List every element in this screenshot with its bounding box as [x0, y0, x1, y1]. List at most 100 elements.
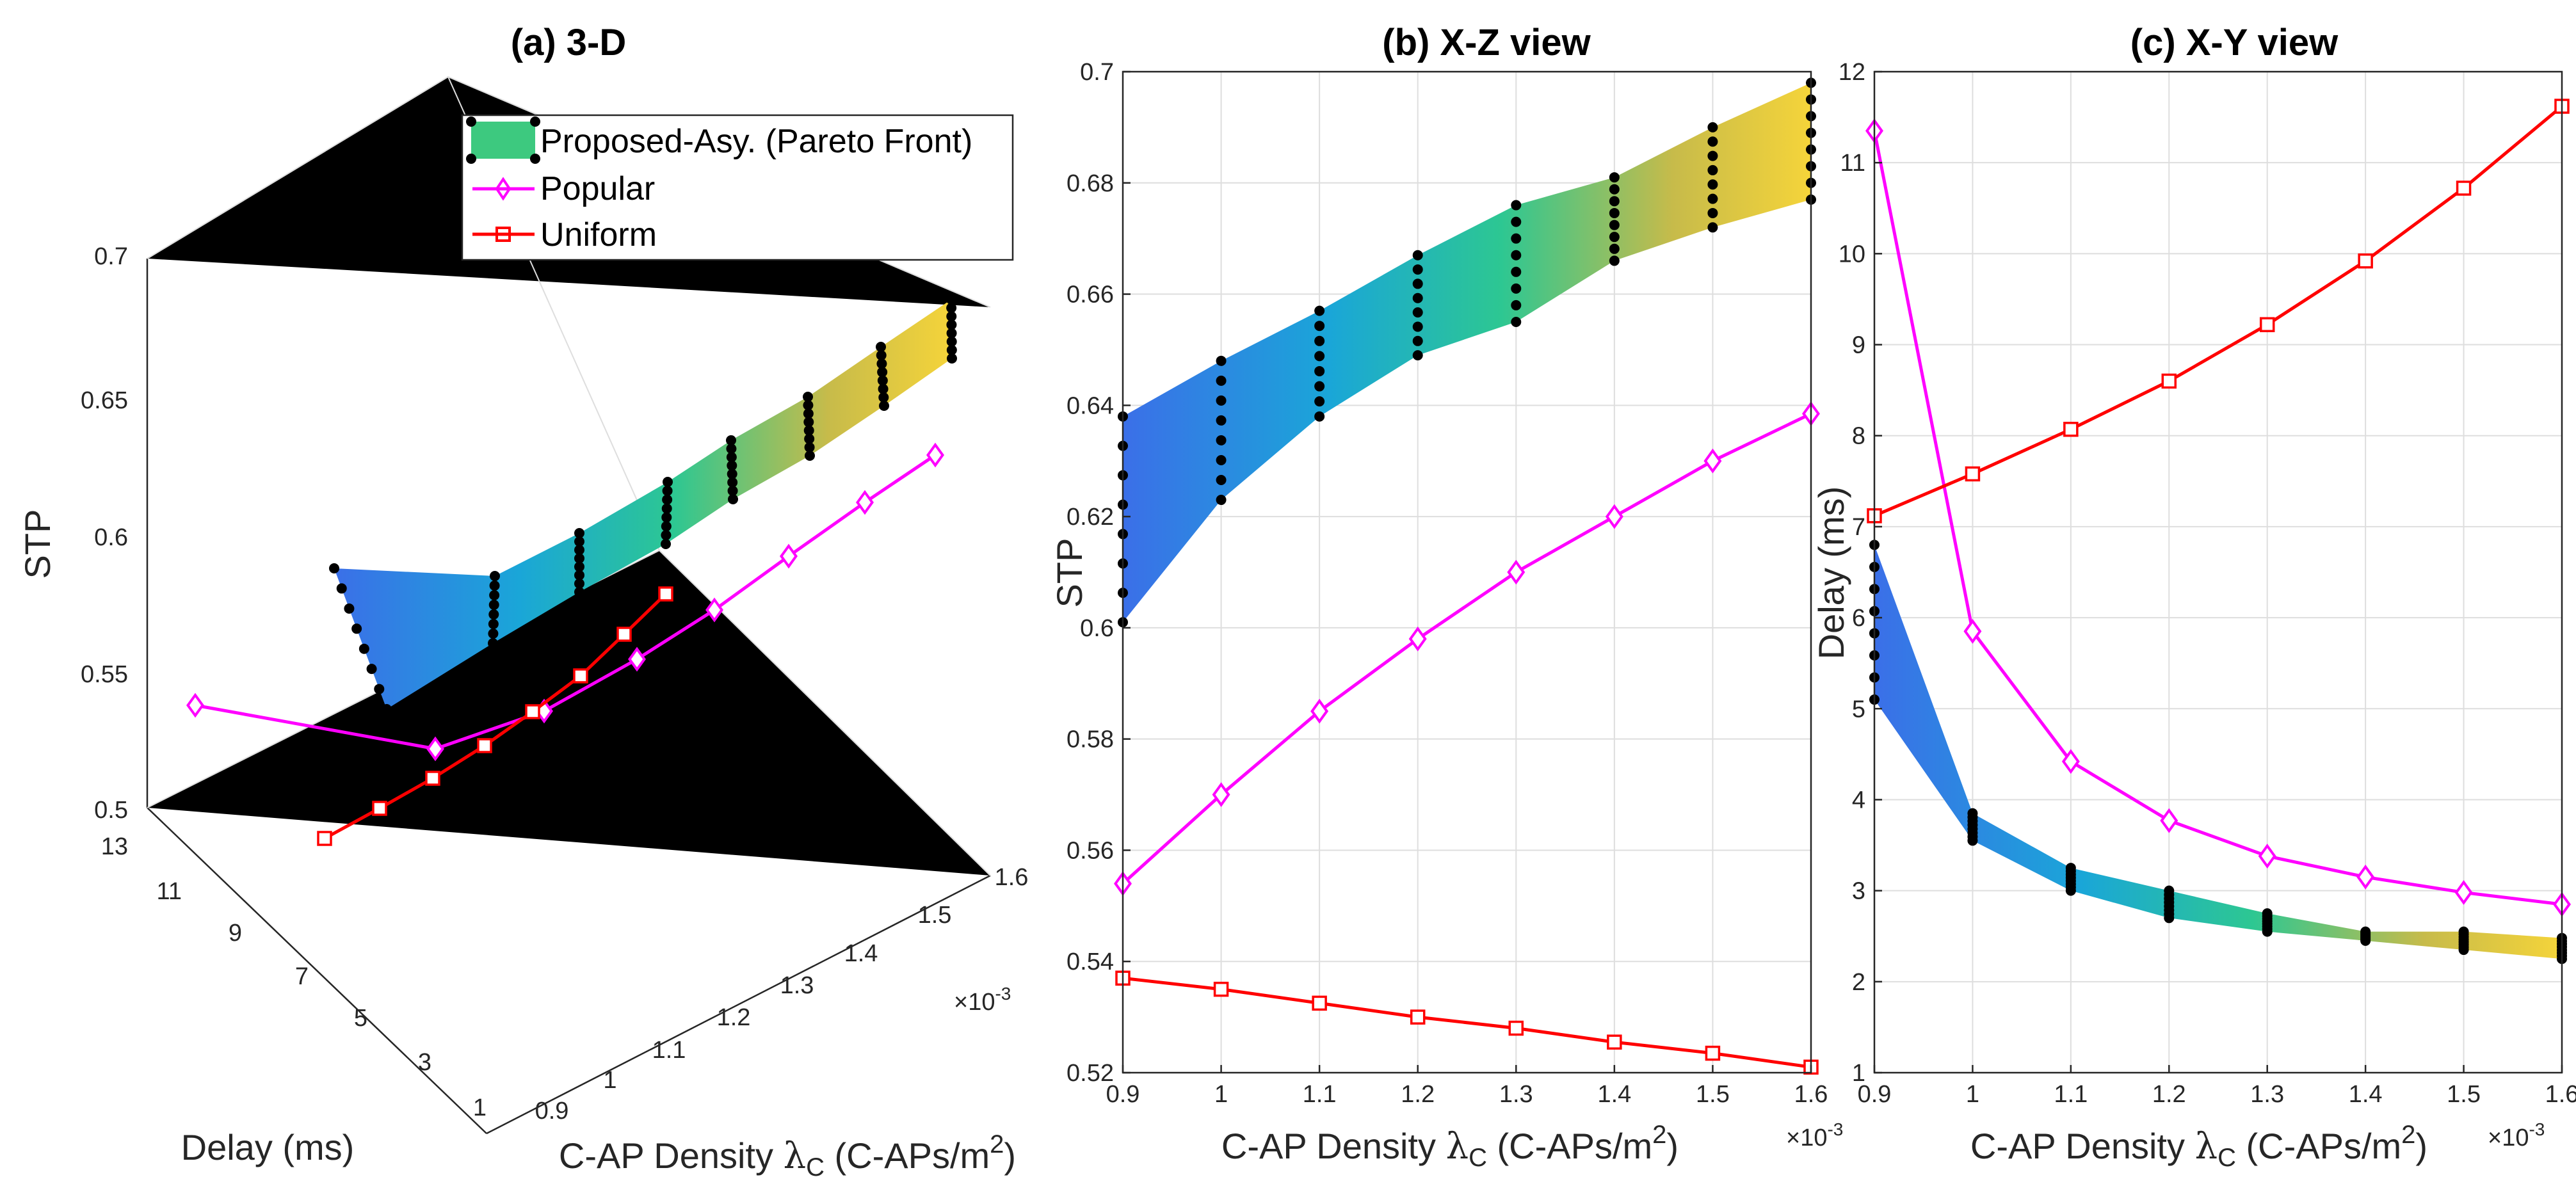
z-tick: 0.5: [94, 797, 128, 824]
x-tick-label: 0.9: [1106, 1081, 1140, 1108]
uniform-point-3d: [525, 704, 540, 719]
panel-a-ylabel: Delay (ms): [181, 1127, 355, 1167]
y-tick-label: 0.56: [1067, 837, 1114, 864]
pareto-point-3d: [946, 344, 957, 355]
pareto-point-3d: [574, 561, 584, 572]
pareto-point-3d: [488, 600, 499, 610]
uniform-point: [2063, 422, 2079, 437]
uniform-line: [1874, 105, 2563, 518]
uniform-point: [2358, 253, 2373, 269]
pareto-point: [1967, 808, 1978, 819]
panel-c-x-ticks: 0.9 1 1.1 1.2 1.3 1.4 1.5 1.6: [1858, 1065, 2576, 1108]
panel-a-y-axis: [147, 807, 487, 1134]
pareto-point: [1412, 321, 1423, 332]
pareto-point: [1216, 475, 1227, 486]
pareto-point-3d: [879, 401, 889, 411]
uniform-point: [1312, 995, 1327, 1011]
panel-a-zlabel: STP: [17, 509, 58, 579]
y-tick-label: 12: [1839, 59, 1865, 86]
y-tick-label: 5: [1852, 696, 1865, 723]
legend-uniform-entry: Uniform: [472, 216, 657, 253]
legend-popular-label: Popular: [540, 170, 655, 207]
y-tick-label: 0.54: [1067, 949, 1114, 975]
pareto-point-3d: [661, 521, 672, 532]
pareto-point: [1216, 375, 1227, 386]
pareto-point: [1412, 278, 1423, 289]
y-tick: 13: [101, 833, 128, 860]
popular-point: [1212, 782, 1230, 807]
pareto-point: [1511, 266, 1522, 277]
x-tick-label: 1.6: [2545, 1081, 2576, 1108]
y-tick: 9: [229, 920, 242, 947]
pareto-point-3d: [489, 580, 500, 591]
y-tick-label: 7: [1852, 514, 1865, 541]
panel-b-title: (b) X-Z view: [1382, 22, 1591, 63]
pareto-point-3d: [804, 442, 815, 452]
pareto-point: [1216, 355, 1227, 366]
pareto-point-3d: [574, 536, 584, 547]
y-tick-label: 11: [1840, 150, 1865, 177]
x-tick-label: 1.4: [2349, 1081, 2383, 1108]
pareto-point: [1216, 454, 1227, 465]
pareto-point-3d: [366, 664, 377, 675]
legend-uniform-label: Uniform: [540, 216, 657, 253]
pareto-point: [1412, 335, 1423, 346]
pareto-point: [1707, 193, 1718, 204]
pareto-point-3d: [488, 629, 499, 639]
popular-point: [2160, 808, 2178, 833]
pareto-point-3d: [727, 460, 737, 471]
legend-popular-entry: Popular: [472, 170, 655, 207]
pareto-point-3d: [803, 408, 814, 419]
pareto-front-band: [1123, 83, 1811, 623]
pareto-point-3d: [946, 336, 957, 347]
pareto-point: [1609, 232, 1620, 243]
uniform-point: [2161, 373, 2177, 389]
panel-c-xlabel: C-AP Density λC (C-APs/m2): [1970, 1121, 2427, 1172]
pareto-point-3d: [946, 303, 957, 314]
y-tick-label: 0.52: [1067, 1060, 1114, 1087]
panel-b-ylabel: STP: [1049, 538, 1090, 608]
pareto-point-3d: [574, 528, 584, 538]
pareto-point-3d: [877, 375, 888, 386]
pareto-point: [1707, 122, 1718, 132]
y-tick-label: 8: [1852, 423, 1865, 450]
panel-c-series: [1865, 99, 2571, 917]
pareto-point: [1511, 250, 1522, 260]
uniform-point: [1965, 466, 1981, 482]
legend: Proposed-Asy. (Pareto Front) Popular Uni…: [461, 114, 1014, 261]
pareto-point-3d: [661, 539, 671, 549]
pareto-point-3d: [876, 350, 887, 361]
pareto-point: [1314, 411, 1325, 422]
uniform-point: [2456, 180, 2472, 196]
pareto-point: [1511, 317, 1522, 327]
pareto-point: [1707, 207, 1718, 218]
x-tick-label: 1.1: [2054, 1081, 2088, 1108]
pareto-point: [1412, 307, 1423, 318]
x-tick-label: 1.5: [2447, 1081, 2481, 1108]
popular-point: [1605, 504, 1623, 529]
uniform-markers-3d: [317, 586, 673, 846]
y-tick-label: 0.62: [1067, 504, 1114, 531]
x-tick-label: 1.5: [1696, 1081, 1730, 1108]
legend-popular-marker: [495, 177, 511, 201]
uniform-point-3d: [372, 801, 387, 816]
popular-point: [1310, 698, 1329, 724]
pareto-point-3d: [728, 494, 738, 504]
x-tick-label: 1.6: [1794, 1081, 1828, 1108]
pareto-point: [1609, 172, 1620, 183]
uniform-point: [1410, 1009, 1426, 1025]
x-tick: 1.4: [844, 940, 878, 967]
panel-c-axes-box: [1873, 70, 2563, 1074]
x-tick-label: 1.2: [2152, 1081, 2186, 1108]
pareto-point-3d: [489, 590, 500, 600]
y-tick-label: 0.68: [1067, 170, 1114, 197]
panel-b-y-ticks: 0.52 0.54 0.56 0.58 0.6 0.62 0.64 0.66 0.68 0.7: [1067, 59, 1131, 1087]
pareto-point: [1511, 283, 1522, 294]
pareto-point: [1707, 150, 1718, 161]
legend-pareto-entry: Proposed-Asy. (Pareto Front): [466, 116, 972, 164]
pareto-point-3d: [946, 294, 956, 305]
y-tick-label: 0.64: [1067, 392, 1114, 419]
pareto-point-3d: [726, 444, 737, 454]
y-tick-label: 4: [1852, 787, 1865, 813]
y-tick: 7: [295, 963, 309, 990]
